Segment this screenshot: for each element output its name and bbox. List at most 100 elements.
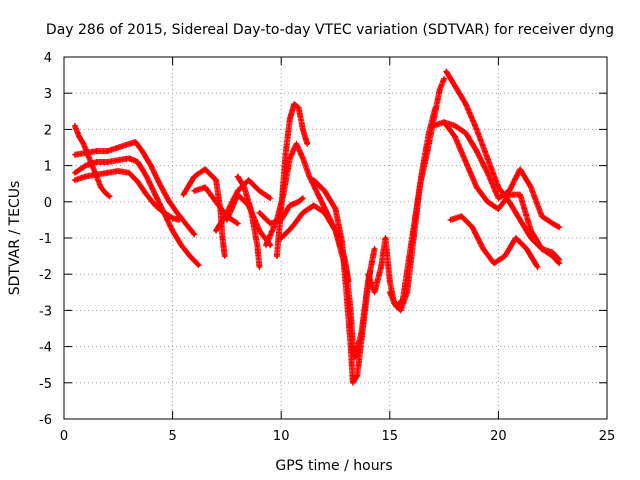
data-point bbox=[379, 265, 383, 269]
data-point bbox=[103, 191, 107, 195]
data-point bbox=[171, 216, 175, 220]
data-point bbox=[140, 149, 144, 153]
data-point bbox=[301, 211, 305, 215]
data-point bbox=[414, 211, 418, 215]
data-point bbox=[349, 345, 353, 349]
data-point bbox=[366, 272, 370, 276]
data-point bbox=[225, 218, 229, 222]
data-point bbox=[470, 225, 474, 229]
data-point bbox=[518, 167, 522, 171]
data-point bbox=[95, 160, 99, 164]
data-point bbox=[162, 211, 166, 215]
data-series-arc-20 bbox=[447, 213, 541, 270]
grid-lines bbox=[64, 57, 607, 419]
x-tick-label: 10 bbox=[273, 429, 290, 444]
data-point bbox=[84, 151, 88, 155]
y-tick-label: -6 bbox=[39, 413, 52, 428]
data-point bbox=[420, 167, 424, 171]
data-point bbox=[95, 149, 99, 153]
data-point bbox=[364, 301, 368, 305]
data-point bbox=[184, 221, 188, 226]
data-points bbox=[71, 68, 563, 386]
x-tick-label: 25 bbox=[599, 429, 616, 444]
data-point bbox=[399, 308, 403, 312]
y-tick-label: 0 bbox=[44, 196, 52, 211]
data-point bbox=[181, 193, 186, 197]
y-axis-label: SDTVAR / TECUs bbox=[7, 181, 23, 296]
data-point bbox=[540, 214, 544, 218]
data-point bbox=[323, 211, 327, 215]
data-point bbox=[127, 142, 131, 146]
data-point bbox=[257, 189, 262, 193]
data-point bbox=[108, 194, 112, 198]
data-point bbox=[203, 167, 207, 171]
data-point bbox=[255, 243, 259, 247]
data-point bbox=[134, 140, 138, 144]
data-point bbox=[453, 84, 457, 88]
data-point bbox=[312, 203, 316, 207]
data-point bbox=[264, 243, 268, 247]
data-point bbox=[257, 211, 262, 215]
data-point bbox=[305, 142, 309, 146]
x-tick-label: 0 bbox=[60, 429, 68, 444]
data-point bbox=[407, 254, 411, 258]
y-tick-label: -5 bbox=[39, 377, 52, 392]
data-point bbox=[453, 124, 457, 128]
data-point bbox=[340, 240, 344, 244]
data-point bbox=[301, 127, 305, 131]
x-tick-label: 20 bbox=[490, 429, 507, 444]
data-point bbox=[192, 232, 196, 236]
data-point bbox=[81, 142, 86, 146]
data-point bbox=[236, 189, 240, 193]
data-point bbox=[153, 193, 157, 197]
data-point bbox=[105, 160, 109, 164]
data-point bbox=[344, 290, 348, 294]
data-point bbox=[214, 200, 218, 204]
data-point bbox=[153, 203, 157, 207]
data-point bbox=[388, 279, 392, 283]
data-point bbox=[453, 135, 457, 139]
data-point bbox=[84, 174, 88, 179]
data-point bbox=[383, 236, 388, 240]
data-point bbox=[312, 178, 316, 182]
data-point bbox=[99, 185, 103, 189]
data-point bbox=[288, 203, 292, 207]
data-point bbox=[283, 153, 288, 157]
data-point bbox=[171, 229, 175, 233]
y-tick-label: -2 bbox=[39, 268, 52, 283]
data-point bbox=[179, 243, 183, 247]
data-point bbox=[166, 198, 170, 202]
data-point bbox=[297, 106, 301, 110]
data-point bbox=[529, 229, 533, 233]
data-point bbox=[175, 211, 179, 215]
data-point bbox=[236, 221, 240, 226]
data-point bbox=[394, 305, 398, 309]
data-point bbox=[333, 207, 338, 211]
data-point bbox=[84, 164, 88, 168]
data-point bbox=[427, 131, 431, 135]
data-point bbox=[431, 124, 435, 128]
data-point bbox=[360, 337, 364, 341]
y-tick-label: -1 bbox=[39, 232, 52, 247]
y-tick-label: -3 bbox=[39, 304, 52, 319]
data-point bbox=[449, 218, 453, 222]
x-tick-label: 5 bbox=[168, 429, 176, 444]
data-point bbox=[214, 229, 218, 233]
data-point bbox=[192, 174, 196, 179]
y-tick-label: 4 bbox=[44, 51, 52, 66]
data-point bbox=[496, 207, 500, 211]
data-point bbox=[257, 265, 262, 269]
data-point bbox=[475, 185, 479, 189]
data-series-arc-4 bbox=[71, 168, 183, 223]
data-point bbox=[373, 290, 377, 294]
data-point bbox=[249, 207, 253, 211]
data-point bbox=[540, 247, 544, 251]
data-point bbox=[116, 169, 120, 173]
data-point bbox=[503, 254, 507, 258]
data-point bbox=[433, 106, 437, 110]
data-point bbox=[481, 247, 485, 251]
data-point bbox=[551, 250, 555, 255]
data-point bbox=[444, 69, 448, 74]
